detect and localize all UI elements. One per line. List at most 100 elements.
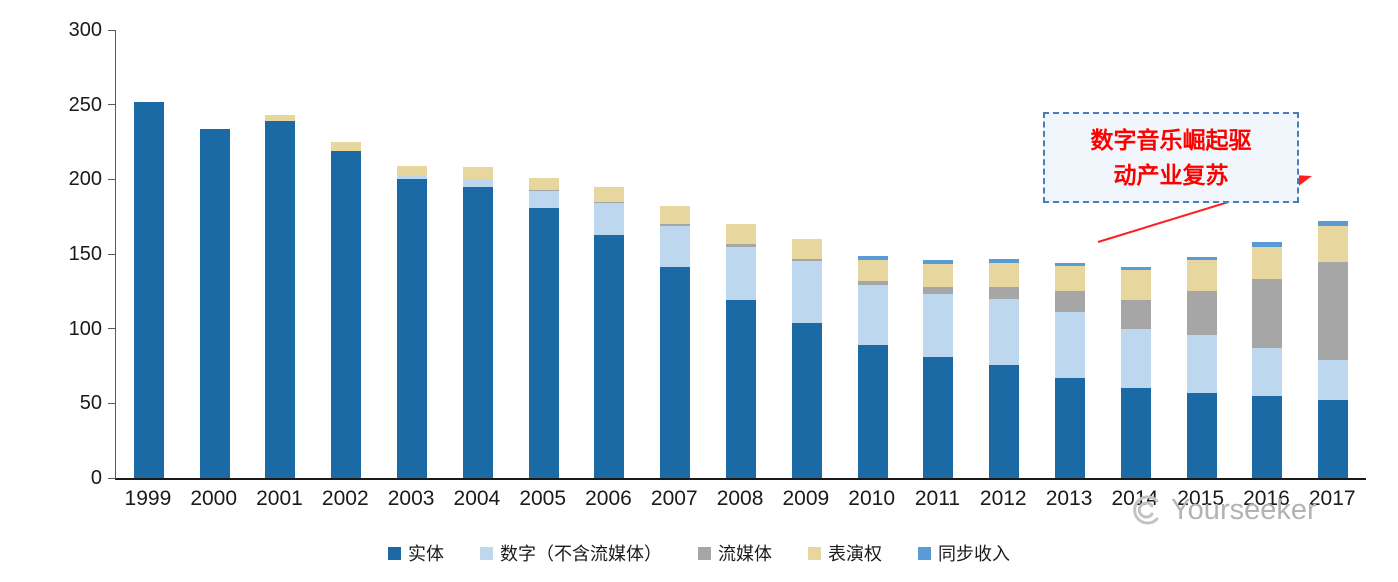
- bar-segment: [1055, 377, 1086, 478]
- y-tick-label: 0: [90, 467, 102, 489]
- stacked-bar-1999: [133, 101, 164, 478]
- bar-segment: [462, 179, 493, 187]
- legend-item: 流媒体: [698, 540, 772, 566]
- plot-area: 0 50 100 150 200 250 300: [69, 20, 1366, 488]
- bar-slot-2001: [248, 30, 314, 478]
- bar-segment: [726, 300, 757, 478]
- bar-segment: [923, 260, 954, 265]
- bar-slot-2000: [182, 30, 248, 478]
- y-tick-mark: [108, 178, 116, 180]
- annotation-text-line2: 动产业复苏: [1113, 161, 1229, 188]
- bar-segment: [791, 239, 822, 259]
- bar-segment: [791, 322, 822, 478]
- y-tick-label: 250: [68, 93, 102, 116]
- bar-segment: [726, 246, 757, 301]
- stacked-bar-2017: [1318, 221, 1349, 478]
- bar-segment: [1186, 291, 1217, 335]
- stacked-bar-2000: [199, 128, 230, 478]
- bar-segment: [133, 101, 164, 478]
- bar-segment: [1318, 225, 1349, 262]
- bar-slot-2016: [1235, 30, 1301, 478]
- bar-segment: [1120, 388, 1151, 478]
- x-tick-label: 2013: [1045, 487, 1093, 510]
- legend-swatch-icon: [808, 546, 821, 560]
- stacked-bar-2015: [1186, 257, 1217, 478]
- stacked-bar-2014: [1120, 267, 1151, 478]
- y-tick-label: 100: [68, 317, 102, 340]
- bar-segment: [1055, 262, 1086, 266]
- y-tick-mark: [108, 328, 116, 330]
- bar-segment: [791, 258, 822, 262]
- bar-segment: [989, 286, 1020, 299]
- x-tick-label: 2007: [650, 487, 698, 510]
- x-tick-label: 2001: [256, 487, 303, 510]
- bar-segment: [1186, 257, 1217, 260]
- bar-segment: [1252, 242, 1283, 247]
- bar-segment: [1055, 312, 1086, 378]
- bar-segment: [660, 267, 691, 478]
- legend-label: 实体: [408, 544, 444, 564]
- x-tick-label: 1999: [124, 487, 172, 510]
- bar-segment: [660, 224, 691, 226]
- bar-segment: [462, 167, 493, 180]
- watermark: Yourseeker: [1128, 492, 1317, 528]
- bar-segment: [265, 115, 296, 122]
- bar-segment: [923, 357, 954, 478]
- bar-segment: [989, 364, 1020, 478]
- x-tick-label: 2012: [979, 487, 1027, 510]
- legend-swatch-icon: [918, 546, 931, 560]
- bar-segment: [923, 294, 954, 358]
- bar-segment: [1252, 246, 1283, 280]
- x-tick-label: 2011: [914, 487, 961, 510]
- stacked-bar-2005: [528, 177, 559, 478]
- bar-segment: [1252, 279, 1283, 349]
- bar-segment: [989, 262, 1020, 287]
- legend: 实体 数字（不含流媒体） 流媒体 表演权 同步收入: [0, 540, 1398, 566]
- bar-segment: [1055, 265, 1086, 292]
- bar-slot-2015: [1169, 30, 1235, 478]
- bar-segment: [857, 345, 888, 478]
- x-tick-label: 2015: [1177, 487, 1224, 510]
- bar-segment: [1186, 334, 1217, 393]
- annotation-box: 数字音乐崛起驱 动产业复苏: [1043, 112, 1299, 203]
- legend-item: 实体: [388, 540, 444, 566]
- y-tick-label: 200: [68, 168, 102, 191]
- legend-item: 同步收入: [918, 540, 1010, 566]
- legend-swatch-icon: [698, 546, 711, 560]
- bar-segment: [594, 234, 625, 478]
- y-tick-mark: [108, 104, 116, 106]
- x-tick-label: 2002: [321, 487, 369, 510]
- x-tick-label: 2006: [585, 487, 632, 510]
- legend-item: 数字（不含流媒体）: [480, 540, 662, 566]
- bar-segment: [199, 128, 230, 478]
- bar-segment: [1252, 395, 1283, 478]
- bar-segment: [1120, 267, 1151, 271]
- bar-segment: [857, 285, 888, 346]
- bar-segment: [1055, 291, 1086, 313]
- bar-slot-2014: [1103, 30, 1169, 478]
- bar-slot-1999: [116, 30, 182, 478]
- y-tick-label: 300: [68, 19, 102, 41]
- watermark-text: Yourseeker: [1171, 493, 1317, 526]
- annotation-text-line1: 数字音乐崛起驱: [1090, 127, 1252, 153]
- stacked-bar-2016: [1252, 242, 1283, 478]
- bar-segment: [923, 264, 954, 287]
- bar-segment: [462, 186, 493, 478]
- bar-slot-2013: [1037, 30, 1103, 478]
- bar-segment: [594, 186, 625, 202]
- bar-segment: [1186, 392, 1217, 478]
- bar-slot-2017: [1300, 30, 1366, 478]
- bar-slot-2011: [906, 30, 972, 478]
- bar-slot-2008: [708, 30, 774, 478]
- bar-slot-2005: [511, 30, 577, 478]
- bar-segment: [660, 225, 691, 268]
- bar-segment: [1186, 260, 1217, 292]
- bar-segment: [594, 203, 625, 235]
- x-tick-label: 2017: [1308, 487, 1356, 510]
- stacked-bar-2008: [726, 224, 757, 478]
- bar-segment: [594, 201, 625, 204]
- stacked-bar-2009: [791, 239, 822, 478]
- bar-segment: [726, 243, 757, 247]
- stacked-bar-2001: [265, 115, 296, 478]
